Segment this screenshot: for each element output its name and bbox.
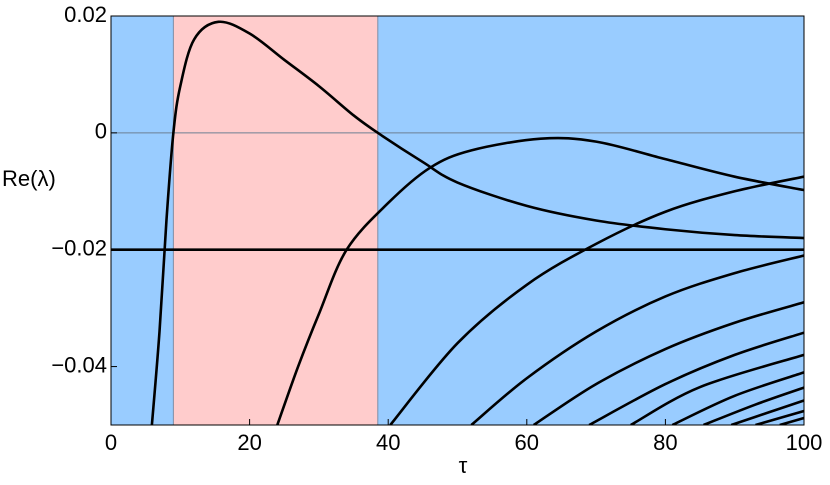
plot-frame bbox=[110, 15, 805, 426]
x-tick-label: 80 bbox=[653, 430, 677, 455]
curve bbox=[730, 399, 804, 425]
x-axis-label: τ bbox=[459, 453, 468, 478]
curve bbox=[533, 301, 804, 425]
region bbox=[111, 16, 174, 425]
x-tick-label: 20 bbox=[237, 430, 261, 455]
y-tick-label: −0.02 bbox=[51, 236, 107, 261]
curve bbox=[276, 136, 804, 425]
axes: 0 20 40 60 80 100 0.02 0 −0.02 −0.04 bbox=[51, 2, 822, 455]
curve bbox=[470, 254, 804, 425]
x-tick-label: 0 bbox=[105, 430, 117, 455]
plot-area bbox=[111, 20, 804, 425]
curve bbox=[389, 175, 804, 425]
curve bbox=[588, 331, 804, 425]
curve bbox=[703, 386, 804, 425]
x-tick-label: 100 bbox=[786, 430, 823, 455]
curve bbox=[671, 371, 804, 425]
y-axis-label: Re(λ) bbox=[2, 166, 56, 191]
y-tick-label: 0 bbox=[95, 119, 107, 144]
curve bbox=[630, 353, 804, 425]
curve bbox=[755, 409, 804, 425]
x-tick-label: 60 bbox=[515, 430, 539, 455]
y-tick-label: 0.02 bbox=[64, 2, 107, 27]
x-tick-label: 40 bbox=[376, 430, 400, 455]
y-tick-label: −0.04 bbox=[51, 352, 107, 377]
regions bbox=[111, 16, 804, 425]
region bbox=[173, 16, 378, 425]
curve bbox=[150, 20, 804, 425]
